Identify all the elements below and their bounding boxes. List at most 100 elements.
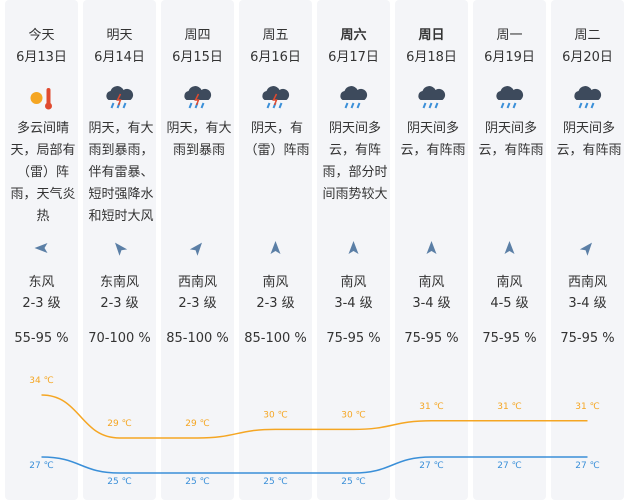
rain [266, 102, 271, 109]
rain [188, 102, 193, 109]
wind-direction: 南风 [496, 275, 523, 290]
day-name: 周一 [496, 28, 523, 43]
date: 6月18日 [406, 50, 457, 65]
wind-direction: 西南风 [177, 275, 217, 290]
temperature-label: 25 ℃ [263, 477, 287, 487]
thermometer-bulb [45, 102, 52, 110]
humidity: 70-100 % [88, 331, 151, 346]
wind-arrow [189, 242, 202, 256]
temperature-label: 29 ℃ [185, 419, 209, 429]
day-name: 周日 [418, 28, 445, 43]
humidity: 75-95 % [404, 331, 459, 346]
cloud [418, 86, 446, 100]
wind-arrow [504, 241, 515, 254]
sun [30, 92, 43, 104]
date: 6月14日 [94, 50, 145, 65]
rain [122, 102, 127, 109]
wind-level: 3-4 级 [412, 296, 451, 311]
date: 6月20日 [562, 50, 613, 65]
humidity: 85-100 % [166, 331, 229, 346]
cloud [340, 86, 368, 100]
rain [500, 102, 505, 109]
cloud [496, 86, 524, 100]
date: 6月15日 [172, 50, 223, 65]
date: 6月13日 [16, 50, 67, 65]
wind-direction: 东风 [28, 275, 55, 290]
date: 6月19日 [484, 50, 535, 65]
wind-arrow [34, 243, 48, 253]
rain [344, 102, 349, 109]
day-name: 周四 [184, 28, 211, 43]
humidity: 85-100 % [244, 331, 307, 346]
temperature-label: 31 ℃ [419, 402, 443, 412]
wind-direction: 南风 [418, 275, 445, 290]
temperature-label: 31 ℃ [497, 402, 521, 412]
temperature-label: 34 ℃ [29, 376, 53, 386]
day-name: 周五 [262, 28, 289, 43]
weather-desc: 阴天间多云，有阵雨 [556, 121, 622, 158]
weather-desc: 阴天，有（雷）阵雨 [244, 121, 310, 158]
weather-desc: 阴天，有大雨到暴雨 [166, 121, 232, 158]
rain [590, 102, 595, 109]
humidity: 75-95 % [482, 331, 537, 346]
cloud [106, 86, 134, 100]
wind-arrow [348, 241, 359, 254]
rain [356, 102, 361, 109]
cloud [262, 86, 290, 100]
weather-icon [30, 88, 52, 110]
temperature-line [41, 394, 588, 439]
weather-desc: 阴天间多云，有阵雨，部分时间雨势较大 [322, 121, 388, 202]
wind-level: 2-3 级 [22, 296, 61, 311]
lightning [116, 93, 122, 106]
rain [506, 102, 511, 109]
weather-icon [340, 86, 368, 109]
weather-desc: 阴天间多云，有阵雨 [400, 121, 466, 158]
wind-arrow [115, 242, 128, 256]
temperature-label: 27 ℃ [497, 461, 521, 471]
weather-icon [574, 86, 602, 109]
rain [428, 102, 433, 109]
rain [512, 102, 517, 109]
weather-icon [184, 86, 212, 109]
lightning [272, 93, 278, 106]
wind-direction: 南风 [340, 275, 367, 290]
weather-icon [418, 86, 446, 109]
humidity: 75-95 % [326, 331, 381, 346]
temperature-label: 30 ℃ [341, 410, 365, 420]
wind-level: 4-5 级 [490, 296, 529, 311]
cloud [184, 86, 212, 100]
weather-icon [262, 86, 290, 109]
thermometer [46, 88, 51, 105]
temperature-label: 31 ℃ [575, 402, 599, 412]
day-name: 今天 [28, 28, 55, 43]
humidity: 55-95 % [14, 331, 69, 346]
rain [200, 102, 205, 109]
lightning [194, 93, 200, 106]
rain [278, 102, 283, 109]
wind-arrow [579, 242, 592, 256]
wind-arrow [270, 241, 281, 254]
wind-direction: 南风 [262, 275, 289, 290]
wind-level: 2-3 级 [178, 296, 217, 311]
weather-desc: 阴天，有大雨到暴雨，伴有雷暴、短时强降水和短时大风 [88, 121, 154, 224]
cloud [574, 86, 602, 100]
rain [584, 102, 589, 109]
wind-level: 2-3 级 [100, 296, 139, 311]
temperature-label: 27 ℃ [575, 461, 599, 471]
temperature-label: 30 ℃ [263, 410, 287, 420]
temperature-label: 27 ℃ [29, 461, 53, 471]
temperature-label: 25 ℃ [107, 477, 131, 487]
rain [422, 102, 427, 109]
rain [434, 102, 439, 109]
rain [350, 102, 355, 109]
day-name: 周二 [574, 28, 601, 43]
date: 6月17日 [328, 50, 379, 65]
wind-arrow [426, 241, 437, 254]
temperature-label: 27 ℃ [419, 461, 443, 471]
date: 6月16日 [250, 50, 301, 65]
day-name: 周六 [340, 28, 367, 43]
wind-level: 3-4 级 [568, 296, 607, 311]
rain [110, 102, 115, 109]
